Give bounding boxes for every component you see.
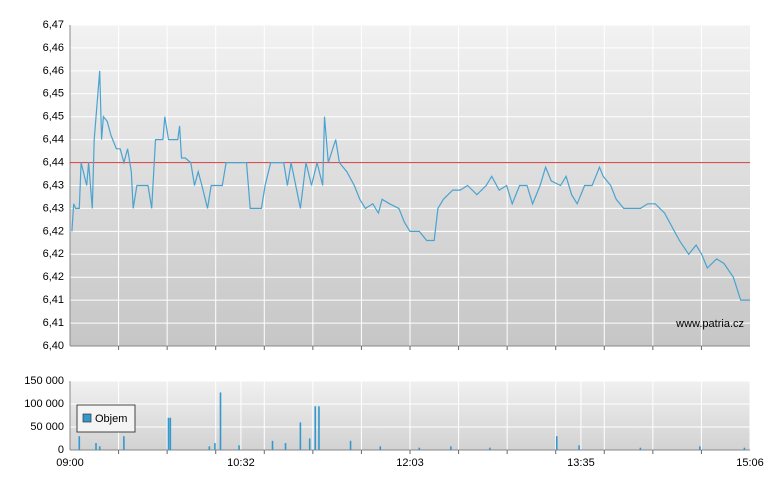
volume-bar <box>743 447 746 450</box>
volume-bar <box>167 417 170 450</box>
volume-bar <box>299 422 302 450</box>
y-tick-label: 6,42 <box>43 248 64 260</box>
y-tick-label: 6,44 <box>43 134 64 146</box>
volume-bar <box>349 440 352 450</box>
volume-bar <box>271 440 274 450</box>
volume-bar <box>639 447 642 450</box>
x-tick-label: 09:00 <box>56 457 84 469</box>
volume-bar <box>123 436 125 450</box>
y-tick-label: 6,41 <box>43 294 64 306</box>
volume-bar <box>308 438 311 450</box>
y-tick-label: 6,42 <box>43 225 64 237</box>
y-tick-label: 6,43 <box>43 202 64 214</box>
y-tick-label: 6,45 <box>43 111 64 123</box>
y-tick-label: 6,41 <box>43 317 64 329</box>
x-tick-label: 15:06 <box>736 457 764 469</box>
volume-bar <box>450 446 452 450</box>
y-tick-label: 6,47 <box>43 19 64 31</box>
volume-bar <box>555 436 558 450</box>
y-tick-label: 6,46 <box>43 42 64 54</box>
volume-bar <box>379 446 382 450</box>
legend-swatch <box>82 413 92 423</box>
volume-bar <box>318 406 320 450</box>
y-tick-label: 150 000 <box>24 375 64 387</box>
y-tick-label: 100 000 <box>24 398 64 410</box>
volume-bar <box>95 443 97 450</box>
y-tick-label: 50 000 <box>30 421 64 433</box>
y-tick-label: 6,45 <box>43 88 64 100</box>
y-tick-label: 6,46 <box>43 65 64 77</box>
volume-bar <box>699 446 701 450</box>
volume-bar <box>489 447 491 450</box>
volume-bar <box>418 447 421 450</box>
x-tick-label: 13:35 <box>567 457 595 469</box>
x-tick-label: 12:03 <box>396 457 424 469</box>
y-tick-label: 6,40 <box>43 340 64 352</box>
volume-bar <box>98 446 101 450</box>
legend-box <box>76 404 136 433</box>
y-tick-label: 6,44 <box>43 156 64 168</box>
legend-label: Objem <box>95 413 127 425</box>
volume-bar <box>208 446 211 450</box>
volume-bar <box>284 443 287 450</box>
y-tick-label: 0 <box>58 444 64 456</box>
y-tick-label: 6,43 <box>43 179 64 191</box>
x-tick-label: 10:32 <box>227 457 255 469</box>
watermark: www.patria.cz <box>675 318 744 330</box>
volume-bar <box>314 406 317 450</box>
volume-bar <box>238 445 240 450</box>
volume-bar <box>78 436 81 450</box>
volume-bar <box>169 417 172 450</box>
price-line <box>71 70 750 301</box>
volume-bar <box>219 392 222 450</box>
volume-bar <box>578 445 580 450</box>
volume-bar <box>214 443 216 450</box>
y-tick-label: 6,42 <box>43 271 64 283</box>
